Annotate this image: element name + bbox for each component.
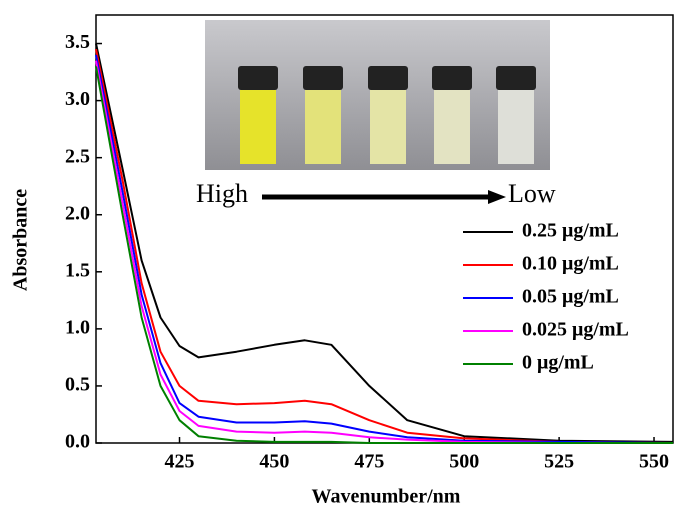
legend-label: 0.25 μg/mL [522, 220, 619, 242]
x-tick-label: 500 [449, 451, 479, 473]
y-tick-label: 1.0 [65, 316, 90, 338]
y-axis-label: Absorbance [10, 189, 32, 291]
x-tick-label: 525 [544, 451, 574, 473]
y-tick-label: 2.0 [65, 202, 90, 224]
inset-label: High [196, 179, 248, 208]
legend-label: 0 μg/mL [522, 352, 594, 374]
y-tick-label: 1.5 [65, 259, 90, 281]
y-tick-label: 2.5 [65, 145, 90, 167]
y-tick-label: 0.5 [65, 374, 90, 396]
legend-label: 0.05 μg/mL [522, 286, 619, 308]
y-tick-label: 3.5 [65, 31, 90, 53]
legend-label: 0.10 μg/mL [522, 253, 619, 275]
x-tick-label: 550 [639, 451, 669, 473]
x-tick-label: 475 [354, 451, 384, 473]
x-tick-label: 450 [259, 451, 289, 473]
inset-photo [205, 20, 550, 170]
x-tick-label: 425 [165, 451, 195, 473]
arrow-head [488, 190, 506, 204]
x-axis-label: Wavenumber/nm [312, 486, 461, 508]
chart: High Low Wavenumber/nm Absorbance 0.0 0.5… [0, 0, 677, 515]
y-tick-label: 0.0 [65, 431, 90, 453]
legend-label: 0.025 μg/mL [522, 319, 629, 341]
inset-label: Low [508, 179, 556, 208]
y-tick-label: 3.0 [65, 88, 90, 110]
